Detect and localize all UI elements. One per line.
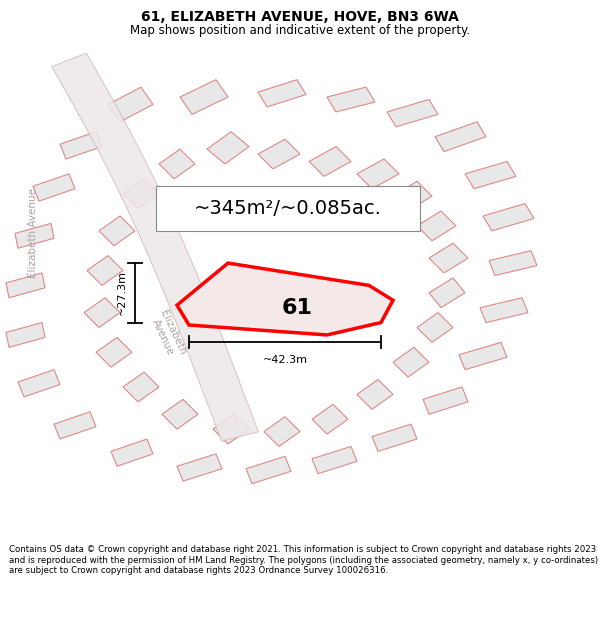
Polygon shape xyxy=(357,159,399,189)
Polygon shape xyxy=(159,149,195,179)
Polygon shape xyxy=(309,147,351,176)
Polygon shape xyxy=(177,263,393,335)
Polygon shape xyxy=(162,399,198,429)
Polygon shape xyxy=(258,139,300,169)
Text: 61, ELIZABETH AVENUE, HOVE, BN3 6WA: 61, ELIZABETH AVENUE, HOVE, BN3 6WA xyxy=(141,10,459,24)
Polygon shape xyxy=(417,211,456,241)
Polygon shape xyxy=(177,454,222,481)
Polygon shape xyxy=(60,132,102,159)
Polygon shape xyxy=(18,369,60,397)
Text: Elizabeth
Avenue: Elizabeth Avenue xyxy=(148,309,188,361)
Polygon shape xyxy=(480,298,528,322)
Polygon shape xyxy=(357,379,393,409)
Polygon shape xyxy=(465,161,516,189)
Polygon shape xyxy=(423,387,468,414)
Polygon shape xyxy=(6,273,45,298)
Polygon shape xyxy=(393,181,432,211)
Polygon shape xyxy=(246,456,291,484)
Polygon shape xyxy=(15,223,54,248)
Polygon shape xyxy=(54,412,96,439)
Polygon shape xyxy=(99,216,135,246)
Polygon shape xyxy=(87,256,123,286)
Polygon shape xyxy=(483,204,534,231)
Polygon shape xyxy=(96,338,132,367)
Polygon shape xyxy=(52,53,259,441)
Text: ~345m²/~0.085ac.: ~345m²/~0.085ac. xyxy=(194,199,382,218)
Polygon shape xyxy=(123,179,159,209)
Text: ~27.3m: ~27.3m xyxy=(117,270,127,315)
Polygon shape xyxy=(327,87,375,112)
Polygon shape xyxy=(435,122,486,151)
Text: Elizabeth Avenue: Elizabeth Avenue xyxy=(28,188,38,278)
Polygon shape xyxy=(84,298,120,328)
Polygon shape xyxy=(123,372,159,402)
Polygon shape xyxy=(6,322,45,348)
Polygon shape xyxy=(429,243,468,273)
Polygon shape xyxy=(33,174,75,201)
Polygon shape xyxy=(258,80,306,107)
Text: Map shows position and indicative extent of the property.: Map shows position and indicative extent… xyxy=(130,24,470,37)
Polygon shape xyxy=(207,132,249,164)
Polygon shape xyxy=(372,424,417,451)
Polygon shape xyxy=(312,446,357,474)
Polygon shape xyxy=(417,312,453,342)
Polygon shape xyxy=(387,99,438,127)
Polygon shape xyxy=(312,404,348,434)
Text: 61: 61 xyxy=(281,298,313,318)
Polygon shape xyxy=(108,87,153,122)
Polygon shape xyxy=(489,251,537,276)
Polygon shape xyxy=(180,80,228,114)
Polygon shape xyxy=(459,342,507,369)
Text: ~42.3m: ~42.3m xyxy=(263,355,308,365)
FancyBboxPatch shape xyxy=(156,186,420,231)
Text: Contains OS data © Crown copyright and database right 2021. This information is : Contains OS data © Crown copyright and d… xyxy=(9,545,598,575)
Polygon shape xyxy=(111,439,153,466)
Polygon shape xyxy=(429,278,465,308)
Polygon shape xyxy=(264,417,300,446)
Polygon shape xyxy=(393,348,429,377)
Polygon shape xyxy=(213,414,249,444)
